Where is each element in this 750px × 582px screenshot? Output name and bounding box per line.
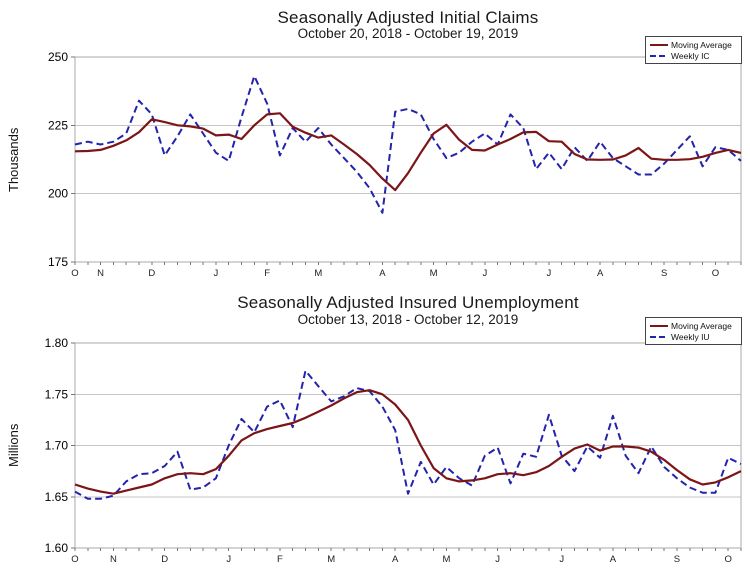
weekly-ic-dashed-line-icon <box>650 54 668 57</box>
legend-row: Moving Average <box>650 39 738 50</box>
insured-unemployment-title: Seasonally Adjusted Insured Unemployment <box>237 293 579 312</box>
x-tick-label: S <box>674 554 680 565</box>
x-tick-label: M <box>327 554 335 565</box>
x-tick-label: O <box>71 554 78 565</box>
x-tick-label: N <box>97 268 104 279</box>
x-tick-label: N <box>110 554 117 565</box>
legend-row: Moving Average <box>650 320 738 331</box>
y-axis: 250 225 200 175 <box>48 50 75 269</box>
moving-average-line <box>74 389 742 495</box>
x-tick-label: M <box>430 268 438 279</box>
y-tick-label: 1.80 <box>45 336 69 350</box>
x-tick-label: O <box>724 554 731 565</box>
legend-label: Weekly IC <box>671 50 710 61</box>
y-tick-label: 200 <box>48 187 68 201</box>
x-tick-label: D <box>161 554 168 565</box>
x-tick-label: F <box>277 554 283 565</box>
x-tick-label: J <box>559 554 564 565</box>
gridlines <box>75 393 741 498</box>
moving-average-line-icon <box>650 324 668 327</box>
y-tick-label: 225 <box>48 118 68 132</box>
x-tick-label: A <box>379 268 386 279</box>
x-tick-label: J <box>547 268 552 279</box>
y-axis: 1.80 1.75 1.70 1.65 1.60 <box>45 336 75 555</box>
weekly-iu-line <box>74 369 742 500</box>
initial-claims-legend: Moving Average Weekly IC <box>645 36 742 64</box>
x-tick-label: J <box>226 554 231 565</box>
y-tick-label: 1.60 <box>45 541 69 555</box>
x-tick-label: A <box>392 554 399 565</box>
legend-row: Weekly IU <box>650 331 738 342</box>
moving-average-line <box>74 112 742 192</box>
weekly-iu-dashed-line-icon <box>650 335 668 338</box>
x-tick-label: F <box>264 268 270 279</box>
initial-claims-title: Seasonally Adjusted Initial Claims <box>277 8 539 27</box>
insured-unemployment-subtitle: October 13, 2018 - October 12, 2019 <box>297 312 519 327</box>
x-tick-label: O <box>712 268 719 279</box>
gridlines <box>75 124 741 195</box>
initial-claims-subtitle: October 20, 2018 - October 19, 2019 <box>297 26 519 41</box>
legend-label: Moving Average <box>671 39 732 50</box>
x-tick-label: J <box>495 554 500 565</box>
legend-row: Weekly IC <box>650 50 738 61</box>
plot-frame <box>74 56 742 263</box>
x-tick-label: J <box>214 268 219 279</box>
moving-average-line-icon <box>650 43 668 46</box>
seasonally-adjusted-insured-unemployment-plot: 1.801.751.701.651.60O N D J F M A M J J A S O <box>45 336 742 565</box>
x-tick-label: D <box>148 268 155 279</box>
insured-unemployment-legend: Moving Average Weekly IU <box>645 317 742 345</box>
y-tick-label: 1.75 <box>45 387 69 401</box>
x-tick-label: O <box>71 268 78 279</box>
legend-label: Weekly IU <box>671 331 710 342</box>
y-tick-label: 175 <box>48 255 68 269</box>
x-tick-label: S <box>661 268 667 279</box>
y-tick-label: 250 <box>48 50 68 64</box>
x-tick-label: M <box>314 268 322 279</box>
y-tick-label: 1.65 <box>45 490 69 504</box>
weekly-ic-line <box>74 75 742 214</box>
x-tick-label: M <box>442 554 450 565</box>
y-tick-label: 1.70 <box>45 439 69 453</box>
legend-label: Moving Average <box>671 320 732 331</box>
x-tick-label: J <box>482 268 487 279</box>
x-tick-label: A <box>597 268 604 279</box>
x-tick-label: A <box>610 554 617 565</box>
